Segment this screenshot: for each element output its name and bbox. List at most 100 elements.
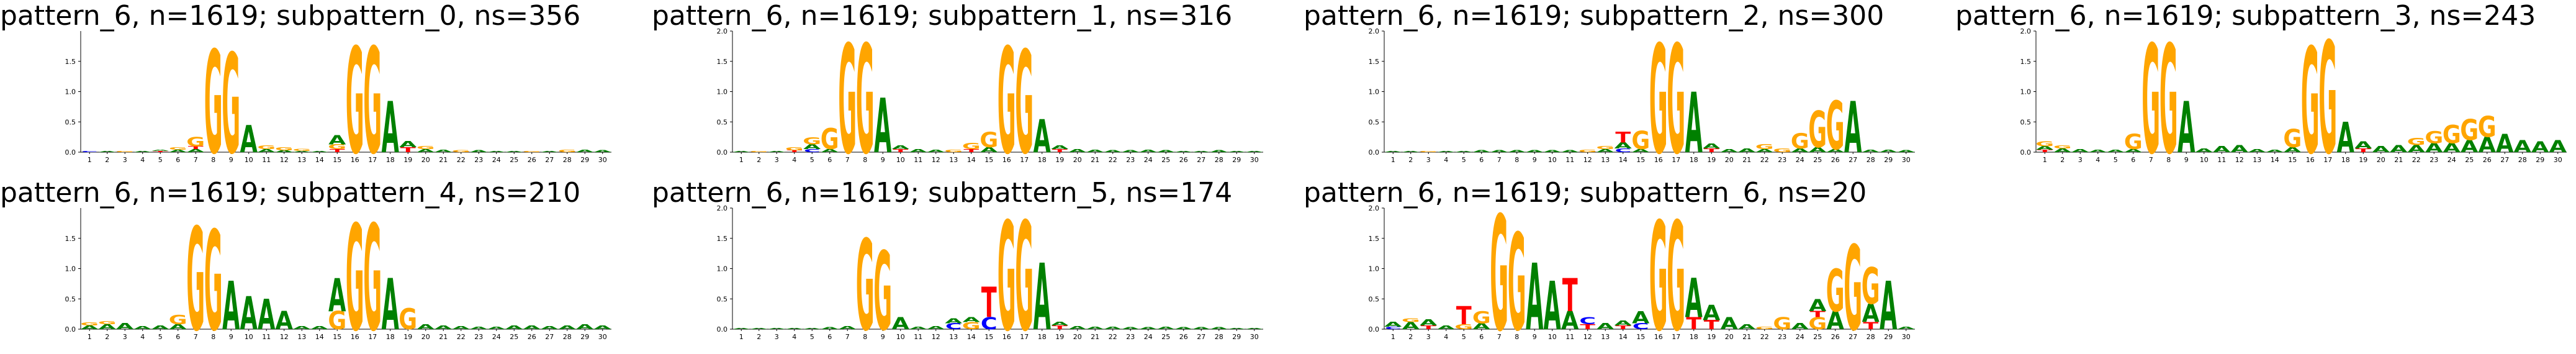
logo-letter-a: A [1898,326,1915,330]
logo-letter-g: G [1862,257,1880,315]
logo-letter-a: A [1632,148,1650,153]
panel-title: pattern_6, n=1619; subpattern_0, ns=356 [0,0,581,32]
x-tick-label: 15 [333,333,341,341]
x-tick-label: 29 [1884,333,1893,341]
logo-letter-a: A [169,149,187,153]
x-tick-label: 28 [2518,156,2527,164]
x-tick-label: 10 [896,333,905,341]
logo-letter-a: A [1402,151,1420,153]
logo-letter-a: A [1455,151,1472,153]
logo-letter-a: A [1703,143,1720,150]
x-tick-label: 24 [2448,156,2456,164]
logo-letter-a: A [1685,267,1703,330]
x-tick-label: 14 [1619,156,1628,164]
x-tick-label: 3 [1426,333,1431,341]
y-tick-label: 2.0 [2020,27,2032,35]
logo-letter-a: A [151,150,169,152]
logo-letter-a: A [2443,141,2461,155]
logo-letter-t: T [2356,148,2371,153]
logo-letter-g: G [452,150,471,153]
logo-letter-t: T [1810,310,1826,319]
logo-letter-a: A [576,149,593,153]
logo-letter-t: T [786,150,802,153]
logo-letter-a: A [1490,150,1508,153]
x-tick-label: 1 [88,333,92,341]
logo-letter-a: A [1140,149,1157,153]
logo-letter-t: T [1704,148,1719,153]
y-tick-label: 1.5 [717,58,728,66]
y-tick-label: 1.0 [65,88,76,96]
logo-panel-6: pattern_6, n=1619; subpattern_6, ns=20 0… [1304,177,1924,354]
x-tick-label: 27 [1197,333,1205,341]
y-tick-label: 1.0 [1369,88,1380,96]
logo-letter-c: C [1385,326,1402,330]
logo-letter-a: A [1615,141,1633,150]
logo-letter-a: A [1526,150,1543,153]
logo-letter-g: G [2318,10,2337,189]
logo-letter-g: G [1596,145,1615,150]
x-tick-label: 11 [262,333,271,341]
logo-letter-a: A [1561,306,1579,335]
logo-letter-a: A [1069,148,1087,153]
x-tick-label: 22 [457,333,466,341]
logo-letter-t: T [1562,268,1578,322]
x-tick-label: 5 [158,333,163,341]
logo-letter-g: G [1755,143,1774,151]
x-tick-label: 21 [2394,156,2403,164]
logo-letter-a: A [2496,129,2514,158]
y-tick-label: 1.0 [65,265,76,273]
x-tick-label: 22 [2412,156,2421,164]
x-tick-label: 29 [580,156,589,164]
x-tick-label: 3 [2078,156,2083,164]
x-tick-label: 9 [1533,333,1537,341]
logo-letter-a: A [1086,149,1104,153]
logo-letter-g: G [98,320,117,325]
x-tick-label: 26 [1831,333,1840,341]
x-tick-label: 17 [2323,156,2332,164]
logo-letter-g: G [856,13,875,188]
logo-letter-a: A [1175,327,1192,330]
logo-letter-a: A [1104,326,1122,330]
x-tick-label: 25 [1161,333,1170,341]
logo-letter-a: A [523,325,541,330]
logo-letter-g: G [1844,221,1862,354]
x-tick-label: 17 [368,333,377,341]
logo-letter-a: A [839,325,857,330]
logo-letter-a: A [786,328,803,330]
logo-letter-g: G [1791,130,1809,154]
x-tick-label: 24 [1796,333,1804,341]
logo-letter-a: A [1104,150,1122,153]
x-tick-label: 13 [949,333,958,341]
x-tick-label: 8 [211,156,215,164]
logo-letter-a: A [594,150,611,153]
logo-letter-a: A [1898,150,1915,153]
logo-letter-a: A [417,148,435,153]
logo-letter-a: A [1738,323,1755,330]
x-tick-label: 6 [827,156,832,164]
x-tick-label: 10 [896,156,905,164]
logo-letter-a: A [240,287,258,340]
x-tick-label: 16 [1654,156,1663,164]
logo-letter-g: G [1454,323,1473,330]
logo-letter-a: A [963,316,980,324]
logo-letter-a: A [2337,114,2354,162]
logo-letter-a: A [1192,151,1210,153]
logo-letter-a: A [81,325,99,330]
logo-panel-0: pattern_6, n=1619; subpattern_0, ns=356 … [0,0,621,187]
x-tick-label: 27 [2500,156,2509,164]
logo-letter-g: G [2053,145,2072,150]
logo-letter-g: G [803,135,821,147]
y-tick-label: 0.0 [1369,148,1380,157]
x-tick-label: 14 [315,156,324,164]
x-tick-label: 23 [474,333,483,341]
panel-title: pattern_6, n=1619; subpattern_2, ns=300 [1304,0,1885,32]
x-tick-label: 9 [229,333,233,341]
x-tick-label: 12 [932,156,940,164]
logo-letter-g: G [873,229,892,354]
logo-letter-a: A [2248,148,2266,153]
y-tick-label: 1.5 [65,235,76,243]
x-tick-label: 12 [932,333,940,341]
logo-letter-a: A [1438,151,1455,153]
logo-letter-a: A [2408,143,2425,155]
